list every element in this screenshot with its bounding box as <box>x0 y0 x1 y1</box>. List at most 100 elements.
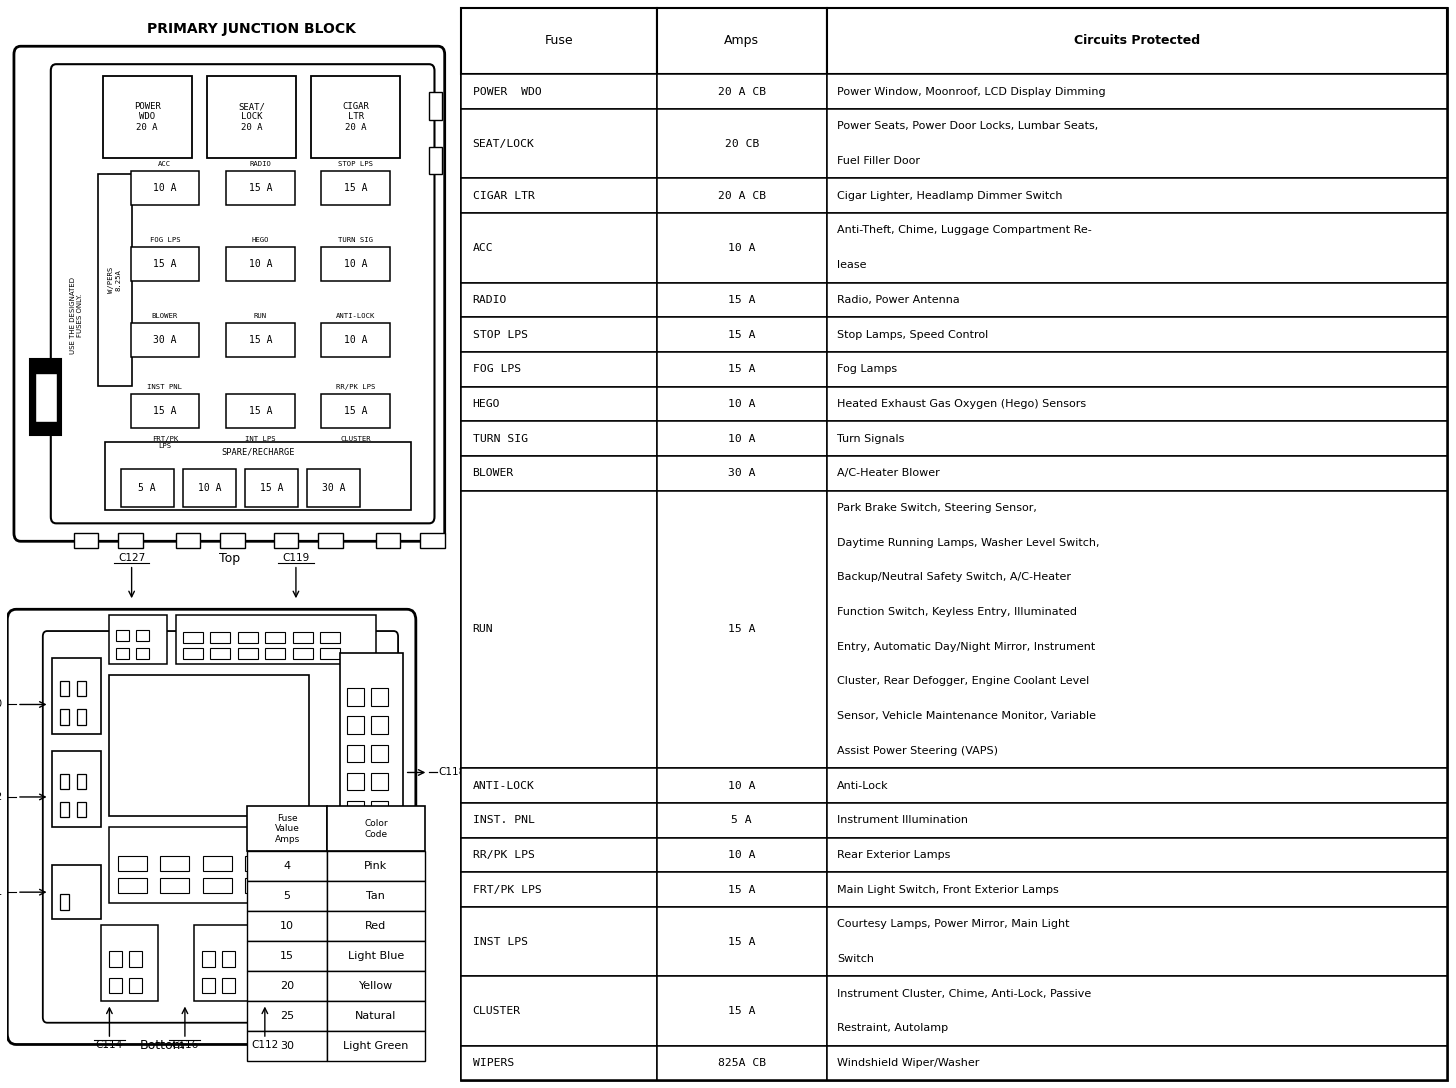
Bar <box>827 351 1447 386</box>
Text: ACC: ACC <box>159 161 172 166</box>
Bar <box>827 907 1447 976</box>
Text: 5 A: 5 A <box>138 483 156 493</box>
Text: 10 A: 10 A <box>198 483 221 493</box>
Bar <box>328 1001 425 1031</box>
Bar <box>376 533 400 548</box>
Text: 10 A: 10 A <box>728 780 756 791</box>
Bar <box>226 247 294 281</box>
Bar <box>827 456 1447 491</box>
Bar <box>371 772 389 790</box>
Text: 10 A: 10 A <box>728 243 756 252</box>
Bar <box>460 1046 657 1080</box>
Bar <box>116 648 130 659</box>
Text: C116: C116 <box>172 1040 198 1050</box>
Text: RADIO: RADIO <box>249 161 271 166</box>
Text: C132: C132 <box>0 792 3 802</box>
Text: 20: 20 <box>280 981 294 991</box>
Text: Light Blue: Light Blue <box>348 951 403 961</box>
Text: FRT/PK
LPS: FRT/PK LPS <box>151 436 178 449</box>
Bar <box>460 109 657 178</box>
Bar <box>265 648 285 659</box>
Bar <box>287 878 316 893</box>
Bar <box>827 976 1447 1046</box>
Text: Fuel Filler Door: Fuel Filler Door <box>837 156 920 166</box>
Bar <box>131 247 199 281</box>
Text: FRT/PK LPS: FRT/PK LPS <box>473 885 542 894</box>
Bar <box>131 394 199 428</box>
Bar <box>207 76 296 158</box>
Text: 15 A: 15 A <box>249 335 272 345</box>
Bar <box>109 977 122 992</box>
Text: Color
Code: Color Code <box>364 819 387 839</box>
Bar <box>460 351 657 386</box>
Bar <box>274 533 298 548</box>
Bar <box>827 768 1447 803</box>
Bar <box>371 801 389 818</box>
Bar <box>248 1001 328 1031</box>
Bar <box>827 491 1447 768</box>
Text: Power Seats, Power Door Locks, Lumbar Seats,: Power Seats, Power Door Locks, Lumbar Se… <box>837 122 1098 132</box>
Text: 10 A: 10 A <box>249 259 272 269</box>
Bar <box>657 109 827 178</box>
Bar <box>827 838 1447 873</box>
Text: SEAT/
LOCK
20 A: SEAT/ LOCK 20 A <box>239 102 265 132</box>
Bar <box>347 744 364 762</box>
Bar <box>74 533 99 548</box>
Text: Amps: Amps <box>724 35 759 48</box>
Bar <box>248 851 328 881</box>
Bar <box>347 688 364 705</box>
Bar <box>176 533 201 548</box>
Bar <box>657 768 827 803</box>
Bar <box>371 688 389 705</box>
Bar <box>827 386 1447 421</box>
Bar <box>293 648 313 659</box>
Bar <box>322 323 390 357</box>
Bar <box>109 615 167 664</box>
Bar <box>109 675 309 816</box>
Bar <box>60 802 70 817</box>
Text: STOP LPS: STOP LPS <box>338 161 373 166</box>
Bar <box>109 827 354 903</box>
Text: FOG LPS: FOG LPS <box>473 364 521 374</box>
Text: INST PNL: INST PNL <box>147 384 182 390</box>
Bar <box>131 171 199 205</box>
Text: Function Switch, Keyless Entry, Illuminated: Function Switch, Keyless Entry, Illumina… <box>837 607 1077 617</box>
Text: 15 A: 15 A <box>249 183 272 193</box>
Text: 15 A: 15 A <box>728 364 756 374</box>
Bar <box>827 8 1447 74</box>
Bar <box>460 838 657 873</box>
Bar <box>160 856 189 871</box>
Bar <box>52 865 100 919</box>
Bar <box>77 681 86 696</box>
Bar <box>460 976 657 1046</box>
Bar <box>827 318 1447 351</box>
Bar <box>827 74 1447 109</box>
Text: C119: C119 <box>282 553 310 564</box>
Text: RADIO: RADIO <box>473 295 507 305</box>
Bar <box>272 951 287 966</box>
Bar <box>272 977 287 992</box>
Bar <box>226 394 294 428</box>
Text: PRIMARY JUNCTION BLOCK: PRIMARY JUNCTION BLOCK <box>147 22 355 36</box>
Bar <box>210 632 230 643</box>
Bar <box>100 925 159 1001</box>
Text: Daytime Running Lamps, Washer Level Switch,: Daytime Running Lamps, Washer Level Swit… <box>837 537 1099 547</box>
Bar <box>194 925 252 1001</box>
Text: Assist Power Steering (VAPS): Assist Power Steering (VAPS) <box>837 746 997 756</box>
Bar <box>460 178 657 213</box>
Bar <box>328 881 425 912</box>
Bar <box>328 806 425 851</box>
Bar <box>657 318 827 351</box>
Bar <box>77 774 86 789</box>
Text: Cluster, Rear Defogger, Engine Coolant Level: Cluster, Rear Defogger, Engine Coolant L… <box>837 677 1089 687</box>
Bar <box>430 92 443 120</box>
Bar <box>657 386 827 421</box>
Text: Bottom: Bottom <box>140 1039 185 1052</box>
Bar <box>460 907 657 976</box>
Bar <box>657 74 827 109</box>
Text: 825A CB: 825A CB <box>718 1058 766 1068</box>
Text: 25: 25 <box>280 1011 294 1021</box>
Text: C130: C130 <box>0 700 3 709</box>
Bar <box>248 881 328 912</box>
Bar <box>657 838 827 873</box>
